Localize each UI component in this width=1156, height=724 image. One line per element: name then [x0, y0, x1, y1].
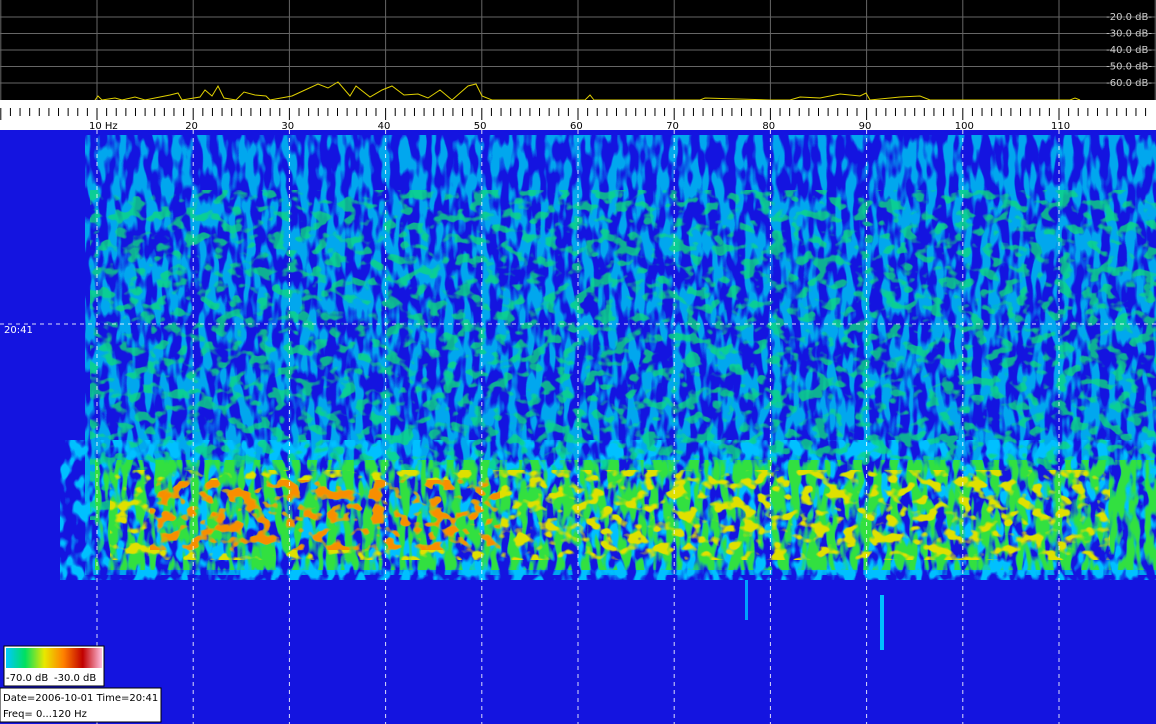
spectrum-trace: [94, 81, 1081, 101]
color-bar-min: -70.0 dB: [6, 673, 48, 684]
info-line: Freq= 0...120 Hz: [3, 709, 87, 720]
frequency-label: 40: [378, 121, 391, 132]
frequency-label: 10 Hz: [89, 121, 118, 132]
frequency-label: 90: [859, 121, 872, 132]
frequency-label: 20: [185, 121, 198, 132]
frequency-label: 80: [762, 121, 775, 132]
db-label: -30.0 dB-: [1106, 29, 1152, 40]
frequency-label: 70: [666, 121, 679, 132]
db-label: -40.0 dB-: [1106, 45, 1152, 56]
waterfall-texture: [60, 135, 1156, 650]
db-label: -20.0 dB-: [1106, 12, 1152, 23]
frequency-label: 30: [281, 121, 294, 132]
color-bar: [6, 648, 102, 668]
time-marker: 20:41: [4, 325, 33, 336]
db-label: -50.0 dB-: [1106, 62, 1152, 73]
frequency-label: 100: [955, 121, 974, 132]
info-box: [0, 687, 162, 723]
frequency-label: 60: [570, 121, 583, 132]
frequency-label: 50: [474, 121, 487, 132]
color-bar-max: -30.0 dB: [54, 673, 96, 684]
db-label: -60.0 dB-: [1106, 78, 1152, 89]
info-line: Date=2006-10-01 Time=20:41: [3, 693, 158, 704]
frequency-label: 110: [1051, 121, 1070, 132]
